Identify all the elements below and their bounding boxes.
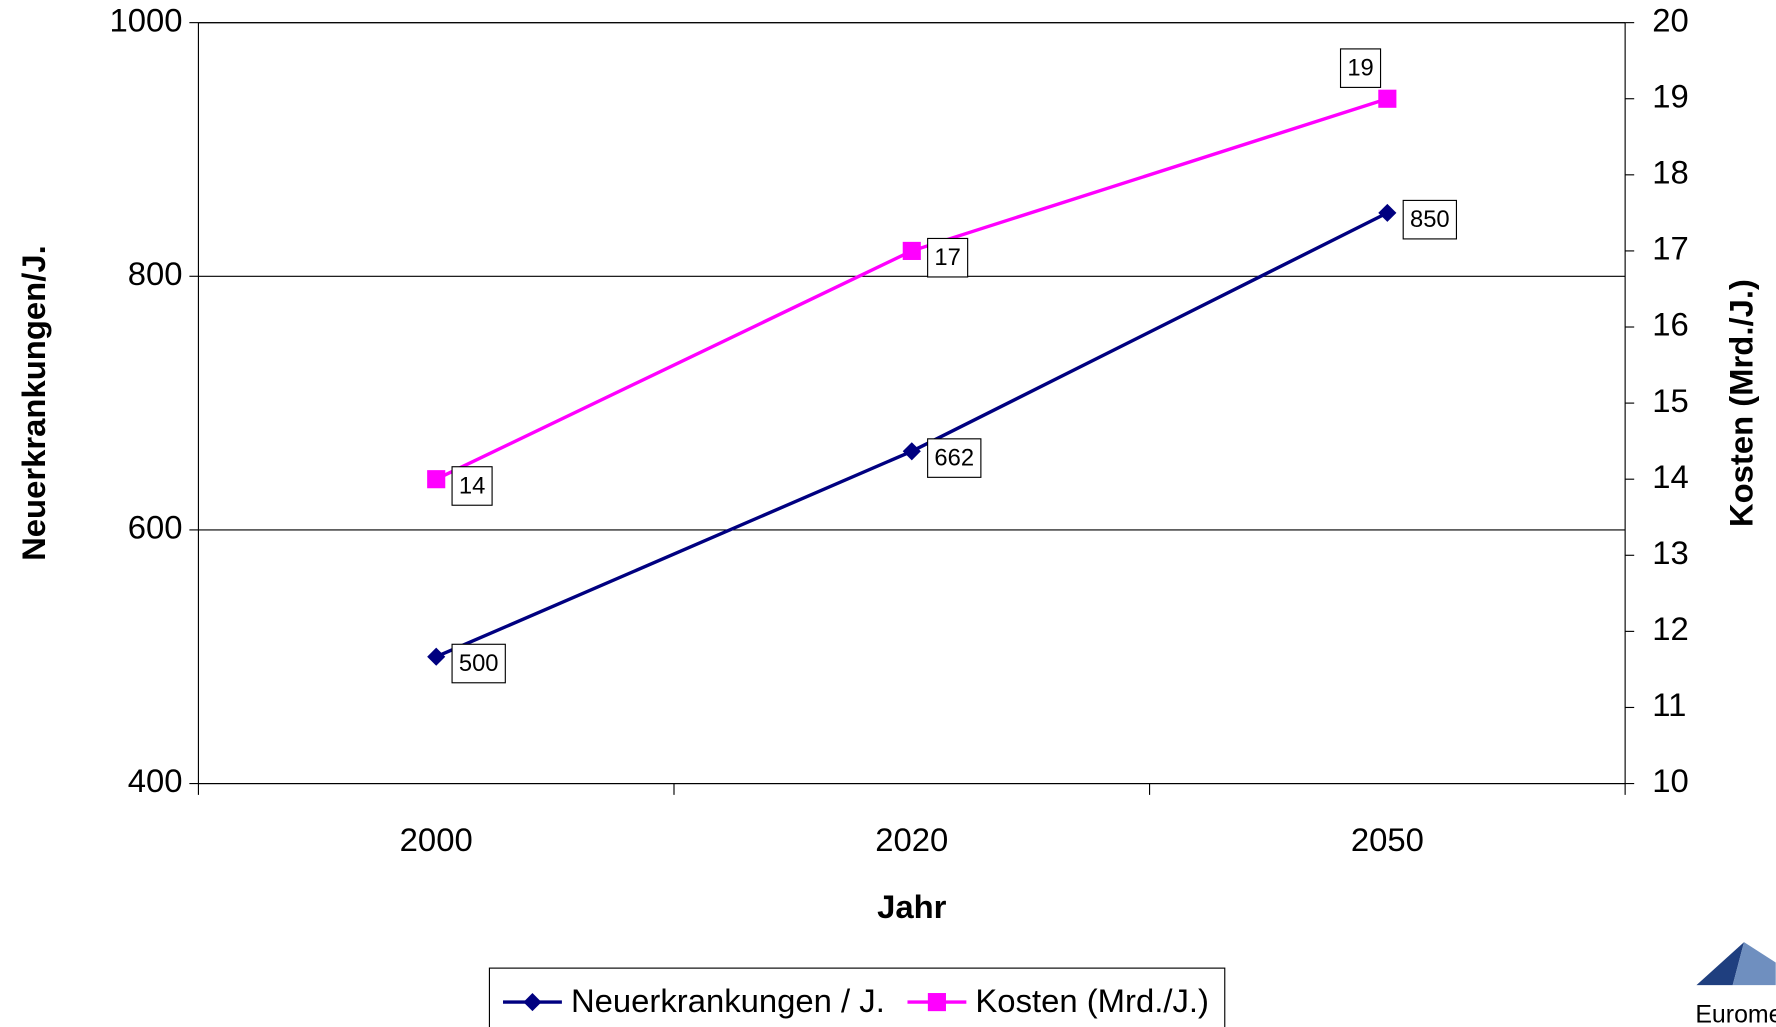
data-label: 19 — [1339, 48, 1382, 88]
y-tick-label: 400 — [128, 762, 183, 799]
marker — [523, 993, 542, 1012]
y2-tick-label: 16 — [1652, 306, 1689, 343]
data-label-box — [1402, 199, 1458, 240]
y-axis-title: Neuerkrankungen/J. — [15, 245, 52, 561]
y2-tick-label: 10 — [1652, 762, 1689, 799]
legend-label: Kosten (Mrd./J.) — [975, 982, 1208, 1019]
legend-box — [488, 967, 1226, 1027]
logo: EuromedCl — [1695, 942, 1776, 1027]
y-tick-label: 600 — [128, 509, 183, 546]
marker — [427, 470, 446, 489]
marker — [927, 993, 946, 1012]
data-label-box — [451, 643, 506, 684]
data-label: 850 — [1402, 199, 1458, 240]
y2-tick-label: 20 — [1652, 1, 1689, 38]
series-line — [435, 211, 1389, 659]
y2-tick-label: 14 — [1652, 458, 1689, 495]
data-label: 662 — [927, 438, 982, 478]
logo-name: Euromed — [1695, 1000, 1776, 1027]
series-line — [435, 97, 1388, 481]
data-label-text: 500 — [459, 650, 499, 677]
data-label-box — [927, 438, 982, 478]
data-label-text: 850 — [1410, 206, 1450, 233]
logo-shape — [1732, 942, 1776, 986]
y-tick-label: 1000 — [110, 1, 183, 38]
data-label-text: 19 — [1347, 55, 1373, 82]
data-label-text: 662 — [934, 444, 974, 471]
data-label-box — [927, 237, 969, 278]
logo-shape — [1696, 942, 1745, 986]
data-label: 14 — [451, 466, 493, 506]
legend-label: Neuerkrankungen / J. — [571, 982, 885, 1019]
x-tick-label: 2020 — [875, 821, 948, 858]
data-label-text: 17 — [934, 244, 960, 271]
x-axis-title: Jahr — [877, 888, 947, 925]
y2-tick-label: 15 — [1652, 382, 1689, 419]
y2-tick-label: 11 — [1652, 686, 1686, 723]
data-label-box — [1339, 48, 1382, 88]
marker — [902, 442, 921, 461]
data-label: 17 — [927, 237, 969, 278]
x-tick-label: 2050 — [1351, 821, 1424, 858]
data-label-text: 14 — [459, 472, 485, 499]
y2-axis-title: Kosten (Mrd./J.) — [1723, 279, 1760, 527]
logo-text: EuromedCl — [1695, 1000, 1776, 1027]
y2-tick-label: 13 — [1652, 534, 1689, 571]
marker — [1378, 89, 1397, 108]
y2-tick-label: 17 — [1652, 230, 1689, 267]
marker — [1378, 203, 1397, 222]
y-tick-label: 800 — [128, 255, 183, 292]
y2-tick-label: 18 — [1652, 153, 1689, 190]
marker — [902, 241, 921, 260]
y2-tick-label: 19 — [1652, 77, 1689, 114]
x-tick-label: 2000 — [400, 821, 473, 858]
legend: Neuerkrankungen / J. Kosten (Mrd./J.) — [488, 967, 1226, 1027]
marker — [427, 647, 446, 666]
data-label: 500 — [451, 643, 506, 684]
data-label-box — [451, 466, 493, 506]
y2-tick-label: 12 — [1652, 610, 1689, 647]
